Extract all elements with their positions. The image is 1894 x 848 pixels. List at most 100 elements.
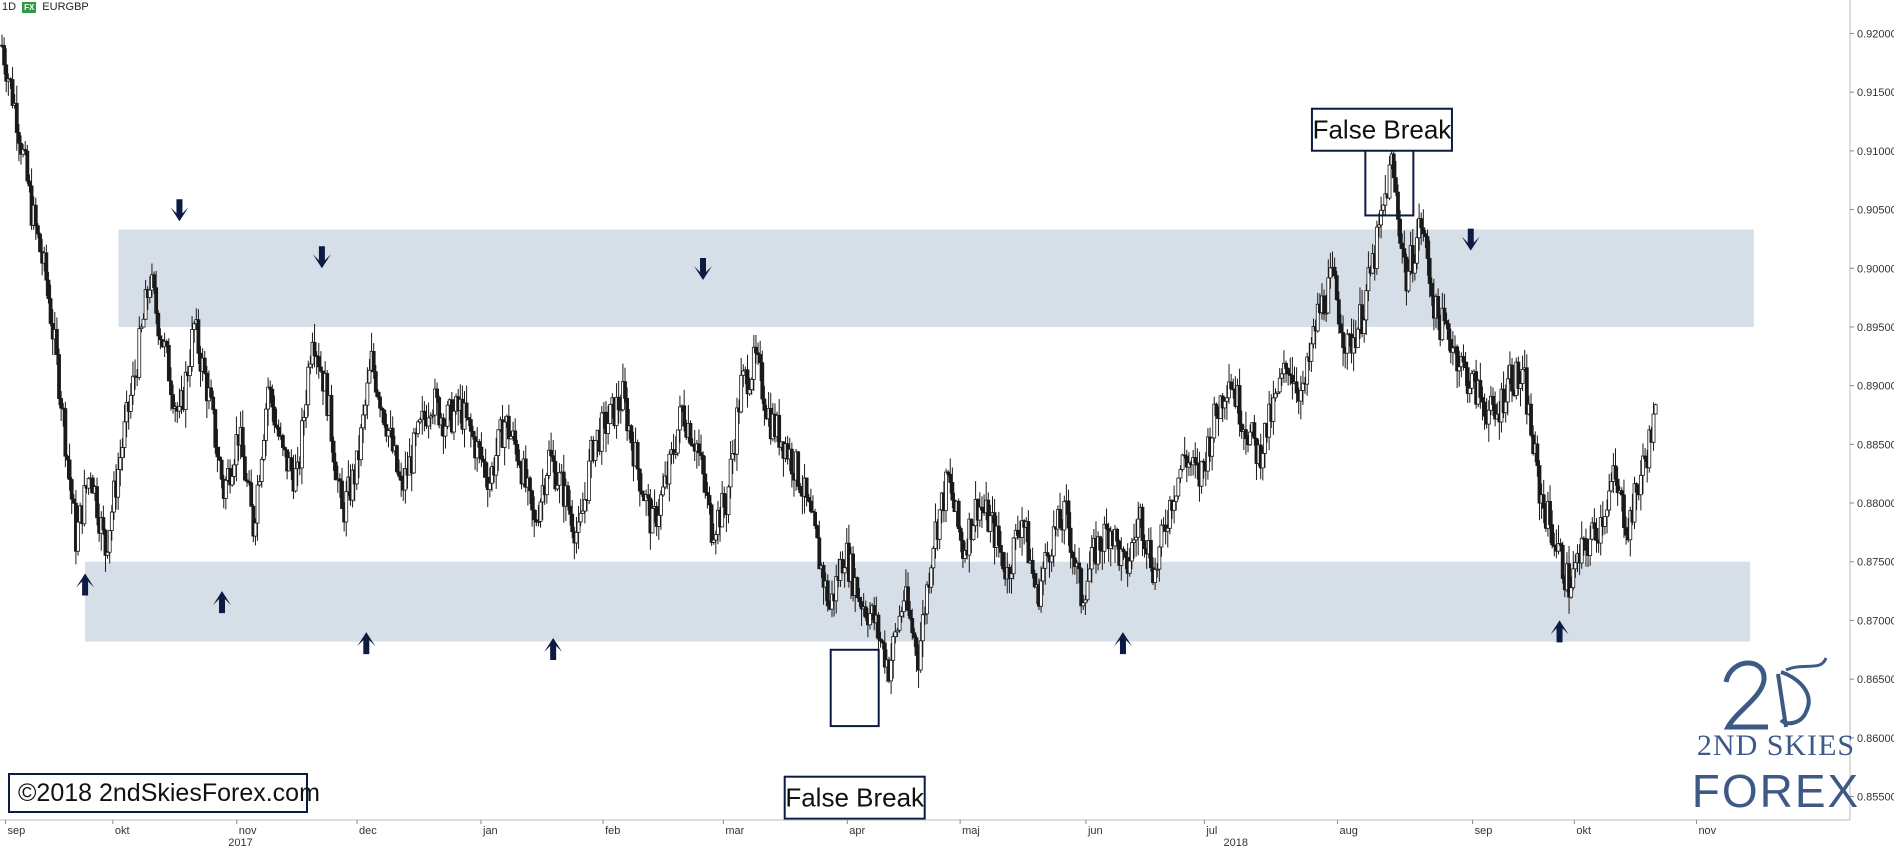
candle-body bbox=[107, 530, 112, 553]
symbol-label[interactable]: EURGBP bbox=[42, 1, 89, 13]
candle-body bbox=[808, 500, 813, 512]
timeframe-label[interactable]: 1D bbox=[2, 1, 17, 13]
candle-body bbox=[232, 464, 237, 477]
candle-body bbox=[1081, 602, 1086, 607]
candle-body bbox=[1592, 522, 1597, 529]
candle-body bbox=[842, 567, 847, 574]
candle-body bbox=[1178, 469, 1183, 479]
candle-body bbox=[1501, 388, 1506, 414]
candle-body bbox=[1172, 501, 1177, 511]
candle-body bbox=[1153, 568, 1158, 584]
candle-body bbox=[1560, 544, 1565, 579]
candle-body bbox=[762, 398, 767, 411]
candle-body bbox=[709, 504, 714, 543]
candle-body bbox=[464, 402, 469, 418]
candle-body bbox=[735, 407, 739, 455]
month-tick-label: jun bbox=[1087, 825, 1103, 837]
candle-body bbox=[1450, 347, 1455, 353]
candle-body bbox=[1085, 580, 1090, 601]
candle-body bbox=[956, 500, 961, 529]
candle-body bbox=[937, 509, 942, 540]
candle-body bbox=[897, 615, 902, 631]
candle-body bbox=[376, 391, 380, 398]
candle-body bbox=[1594, 528, 1599, 541]
candle-body bbox=[433, 388, 437, 416]
candle-body bbox=[751, 346, 756, 380]
candle-body bbox=[587, 460, 592, 501]
candle-body bbox=[908, 610, 913, 619]
candle-body bbox=[308, 363, 313, 368]
candle-body bbox=[697, 443, 701, 454]
price-tick-label: 0.88000 bbox=[1857, 498, 1894, 510]
candle-body bbox=[1556, 543, 1561, 552]
candle-body bbox=[329, 395, 334, 442]
candle-body bbox=[350, 469, 355, 501]
candle-body bbox=[69, 479, 74, 500]
candle-body bbox=[333, 461, 338, 481]
candle-body bbox=[999, 545, 1003, 553]
candle-body bbox=[1142, 540, 1147, 550]
candle-body bbox=[46, 279, 51, 300]
candle-body bbox=[253, 522, 258, 537]
candle-body bbox=[570, 513, 575, 533]
candle-body bbox=[906, 586, 910, 611]
candle-body bbox=[1043, 552, 1048, 569]
arrow-down-icon bbox=[694, 258, 712, 280]
candle-body bbox=[105, 551, 110, 556]
candle-body bbox=[1381, 204, 1386, 211]
candle-body bbox=[1273, 392, 1278, 399]
candle-body bbox=[65, 455, 70, 461]
candle-body bbox=[120, 447, 125, 459]
candle-body bbox=[154, 287, 159, 314]
candle-body bbox=[475, 441, 480, 459]
candle-body bbox=[859, 601, 864, 610]
candle-body bbox=[1227, 381, 1231, 399]
candle-body bbox=[101, 517, 106, 531]
price-tick-label: 0.89000 bbox=[1857, 381, 1894, 393]
candle-body bbox=[1104, 523, 1109, 529]
candle-body bbox=[604, 411, 608, 434]
candle-body bbox=[245, 479, 249, 482]
candle-body bbox=[1493, 404, 1498, 420]
logo-mark-icon bbox=[1723, 657, 1828, 730]
candle-body bbox=[1341, 332, 1345, 348]
price-tick-label: 0.87500 bbox=[1857, 557, 1894, 569]
candle-body bbox=[1210, 437, 1215, 457]
candle-body bbox=[1155, 568, 1160, 571]
candle-body bbox=[395, 445, 399, 473]
false-break-label: False Break bbox=[1313, 115, 1453, 145]
candle-body bbox=[242, 456, 247, 481]
candle-body bbox=[202, 357, 207, 374]
candle-body bbox=[1379, 209, 1383, 226]
candle-body bbox=[857, 597, 862, 603]
candle-body bbox=[44, 252, 49, 281]
candle-body bbox=[359, 427, 363, 461]
candle-body bbox=[616, 396, 621, 411]
candle-body bbox=[302, 416, 306, 422]
candle-body bbox=[703, 473, 708, 493]
candle-body bbox=[1478, 380, 1483, 398]
candle-body bbox=[1613, 465, 1618, 480]
price-tick-label: 0.87000 bbox=[1857, 615, 1894, 627]
candle-body bbox=[996, 525, 1001, 546]
candle-body bbox=[796, 451, 801, 487]
candle-body bbox=[14, 102, 19, 133]
candle-body bbox=[280, 435, 285, 448]
candle-body bbox=[1275, 391, 1280, 394]
candle-body bbox=[95, 486, 99, 519]
candle-body bbox=[1180, 454, 1185, 470]
candle-body bbox=[918, 640, 923, 671]
candle-body bbox=[946, 471, 951, 475]
candle-body bbox=[268, 386, 273, 390]
candle-body bbox=[1436, 296, 1441, 319]
candle-body bbox=[122, 421, 127, 448]
candle-layer bbox=[0, 34, 1658, 695]
candle-body bbox=[1535, 443, 1540, 467]
month-tick-label: jul bbox=[1205, 825, 1217, 837]
candle-body bbox=[445, 404, 450, 427]
candle-body bbox=[403, 468, 408, 491]
candle-body bbox=[1322, 295, 1326, 315]
candle-body bbox=[147, 289, 152, 298]
arrow-up-icon bbox=[357, 632, 376, 655]
candle-body bbox=[10, 79, 15, 106]
